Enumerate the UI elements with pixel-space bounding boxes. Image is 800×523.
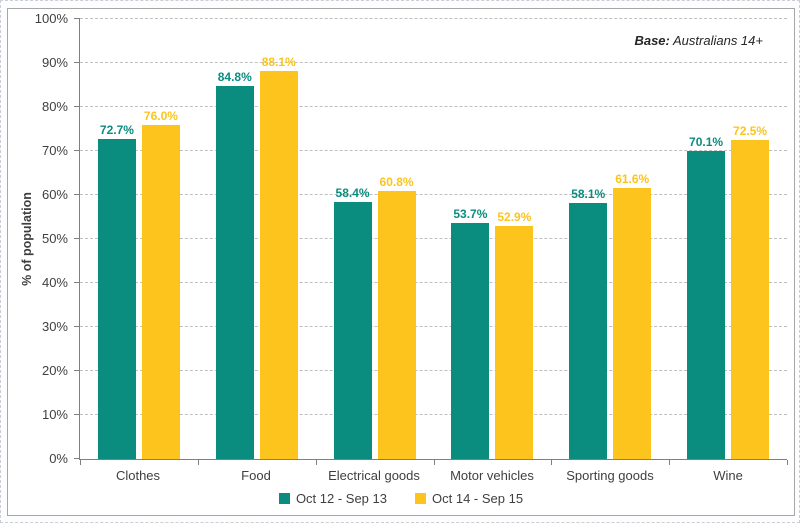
y-axis-tick <box>74 326 80 327</box>
bar: 76.0% <box>141 109 180 459</box>
gridline <box>80 150 787 151</box>
x-axis-tick <box>80 460 81 465</box>
legend-label: Oct 14 - Sep 15 <box>432 491 524 506</box>
gridline <box>80 106 787 107</box>
gridline <box>80 370 787 371</box>
x-axis-tick <box>315 460 317 465</box>
y-axis-tick-label: 30% <box>41 319 68 334</box>
bar-group: 70.1% 72.5% <box>669 19 787 459</box>
bar: 70.1% <box>687 135 726 459</box>
x-axis-tick <box>669 460 671 465</box>
bar-group: 72.7% 76.0% <box>80 19 198 459</box>
y-axis-tick <box>74 106 80 107</box>
x-axis-labels: Clothes Food Electrical goods Motor vehicle… <box>79 468 787 483</box>
bar-group: 53.7% 52.9% <box>433 19 551 459</box>
bar: 72.7% <box>97 123 136 459</box>
bar: 60.8% <box>377 175 416 459</box>
x-axis-category-label: Sporting goods <box>566 468 654 483</box>
y-axis-tick <box>74 150 80 151</box>
y-axis-tick <box>74 414 80 415</box>
bars-layer: 72.7% 76.0% 84.8% 88.1% 58.4% 60.8% 53.7% 52.9%… <box>80 19 787 459</box>
bar-group: 58.1% 61.6% <box>551 19 669 459</box>
x-axis-category-label: Food <box>241 468 271 483</box>
gridline <box>80 194 787 195</box>
gridline <box>80 62 787 63</box>
y-axis-tick-label: 90% <box>41 55 68 70</box>
y-axis-tick-label: 50% <box>41 231 68 246</box>
bar-value-label: 58.1% <box>571 187 606 202</box>
bar-value-label: 72.7% <box>99 123 134 138</box>
bar-value-label: 84.8% <box>217 69 252 84</box>
y-axis-tick-label: 0% <box>49 451 68 466</box>
x-axis-tick <box>551 460 553 465</box>
bar-value-label: 76.0% <box>143 108 178 123</box>
bar-group: 84.8% 88.1% <box>198 19 316 459</box>
x-axis-category-label: Electrical goods <box>328 468 420 483</box>
bar-value-label: 60.8% <box>379 175 414 190</box>
y-axis-tick-label: 70% <box>41 143 68 158</box>
plot-area: 0% 10% 20% 30% 40% 50% 60% 70% 80% 90% 100% 72.7% 76… <box>35 12 788 466</box>
gridline <box>80 414 787 415</box>
bar: 53.7% <box>451 207 490 459</box>
gridline <box>80 326 787 327</box>
x-axis-category-label: Motor vehicles <box>450 468 534 483</box>
bar-group: 58.4% 60.8% <box>316 19 434 459</box>
legend-item: Oct 12 - Sep 13 <box>278 491 387 506</box>
x-axis-tick <box>433 460 435 465</box>
y-axis-tick-label: 20% <box>41 363 68 378</box>
legend-label: Oct 12 - Sep 13 <box>295 491 387 506</box>
y-axis-tick-label: 60% <box>41 187 68 202</box>
bar: 58.1% <box>569 187 608 459</box>
bar: 84.8% <box>215 70 254 459</box>
base-note: Base: Australians 14+ <box>634 33 763 48</box>
y-axis-tick <box>74 194 80 195</box>
x-axis-tick <box>787 460 788 465</box>
chart-panel: % of population Base: Australians 14+ 0%… <box>7 8 795 516</box>
y-axis-tick <box>74 282 80 283</box>
y-axis-tick <box>74 238 80 239</box>
x-axis-category-label: Clothes <box>115 468 161 483</box>
x-axis-category-label: Wine <box>713 468 743 483</box>
y-axis-tick <box>74 370 80 371</box>
legend: Oct 12 - Sep 13 Oct 14 - Sep 15 <box>8 491 794 506</box>
y-axis-tick-label: 80% <box>41 99 68 114</box>
gridline <box>80 18 787 19</box>
gridline <box>80 238 787 239</box>
legend-swatch <box>415 493 426 504</box>
bar-value-label: 61.6% <box>615 171 650 186</box>
bar: 61.6% <box>613 172 652 459</box>
base-note-prefix: Base: <box>634 33 670 48</box>
y-axis-tick <box>74 458 80 459</box>
base-note-text: Australians 14+ <box>673 33 763 48</box>
bar-value-label: 88.1% <box>261 55 296 70</box>
y-axis-tick-label: 40% <box>41 275 68 290</box>
legend-swatch <box>278 493 290 504</box>
y-axis-tick <box>74 62 80 63</box>
bar-value-label: 70.1% <box>689 134 724 149</box>
bar: 72.5% <box>731 124 770 459</box>
bar-value-label: 52.9% <box>497 210 532 225</box>
bar: 88.1% <box>259 55 298 459</box>
bar-value-label: 53.7% <box>453 206 488 221</box>
bar: 58.4% <box>333 186 372 459</box>
x-axis-tick <box>197 460 199 465</box>
y-axis-tick-label: 100% <box>34 11 68 26</box>
y-axis-tick <box>74 18 80 19</box>
bar: 52.9% <box>495 210 534 459</box>
bar-value-label: 58.4% <box>335 186 370 201</box>
y-axis-tick-label: 10% <box>41 407 68 422</box>
legend-item: Oct 14 - Sep 15 <box>415 491 523 506</box>
bar-value-label: 72.5% <box>733 124 768 138</box>
gridline <box>80 282 787 283</box>
